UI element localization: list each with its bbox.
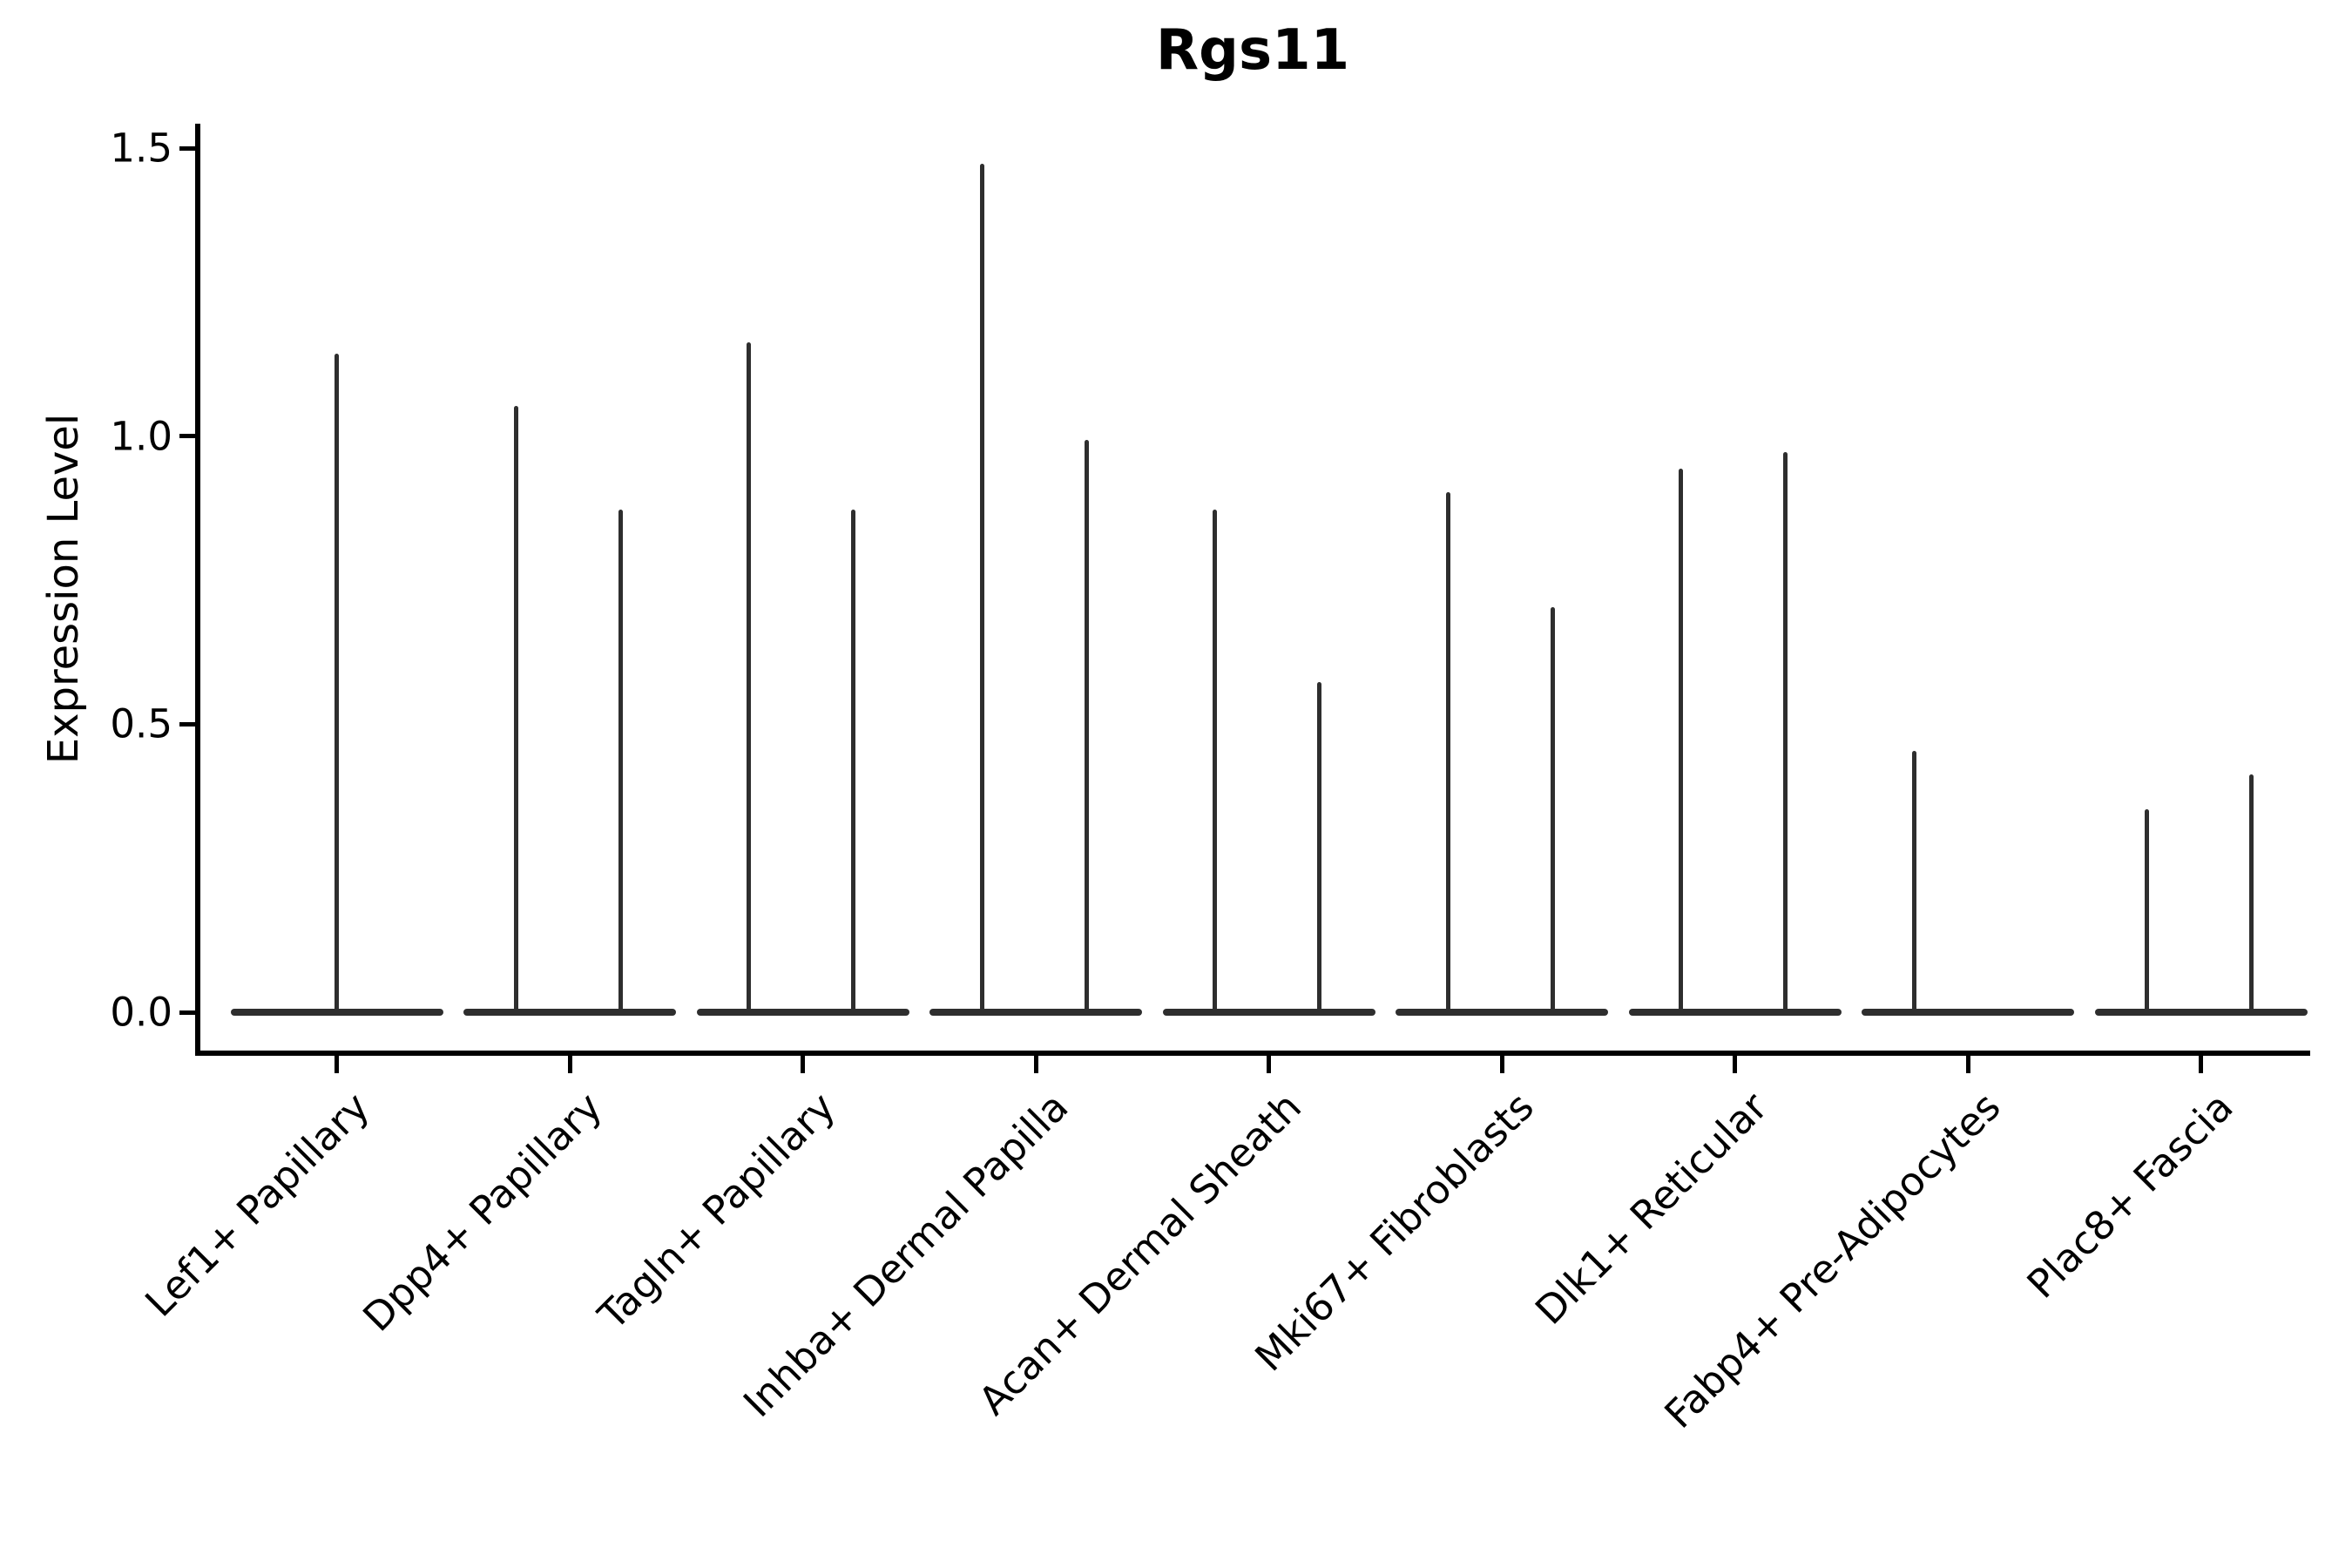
violin-spike bbox=[1317, 682, 1321, 1016]
plot-area bbox=[195, 124, 2310, 1056]
x-tick bbox=[2199, 1056, 2203, 1073]
y-axis-label: Expression Level bbox=[39, 413, 88, 765]
x-tick-label: Tagln+ Papillary bbox=[589, 1083, 844, 1339]
violin-spike bbox=[1084, 440, 1089, 1016]
violin-spike bbox=[2145, 808, 2149, 1016]
violin-spike bbox=[513, 405, 518, 1016]
y-tick bbox=[179, 1010, 195, 1015]
violin-spike bbox=[1679, 469, 1683, 1016]
x-tick bbox=[1267, 1056, 1271, 1073]
violin-baseline bbox=[1862, 1009, 2074, 1016]
violin-baseline bbox=[1396, 1009, 1608, 1016]
x-tick bbox=[1965, 1056, 1970, 1073]
y-tick-label: 0.0 bbox=[110, 989, 172, 1036]
y-tick bbox=[179, 721, 195, 727]
x-tick-label: Lef1+ Papillary bbox=[136, 1083, 378, 1326]
violin-baseline bbox=[463, 1009, 676, 1016]
plot-title: Rgs11 bbox=[1155, 18, 1350, 83]
violin-spike bbox=[1213, 509, 1217, 1016]
y-tick-label: 1.0 bbox=[110, 413, 172, 460]
x-tick-label: Dlk1+ Reticular bbox=[1525, 1083, 1776, 1334]
violin-spike bbox=[1550, 607, 1555, 1016]
y-tick bbox=[179, 145, 195, 151]
violin-baseline bbox=[929, 1009, 1142, 1016]
violin-baseline bbox=[1628, 1009, 1842, 1016]
y-tick-label: 1.5 bbox=[110, 125, 172, 172]
violin-baseline bbox=[1162, 1009, 1375, 1016]
violin-spike bbox=[851, 509, 855, 1016]
y-tick-label: 0.5 bbox=[110, 700, 172, 747]
violin-baseline bbox=[2094, 1009, 2308, 1016]
violin-baseline bbox=[696, 1009, 909, 1016]
y-tick bbox=[179, 434, 195, 439]
x-tick bbox=[1033, 1056, 1038, 1073]
violin-spike bbox=[1783, 451, 1788, 1016]
violin-spike bbox=[618, 509, 623, 1016]
violin-spike bbox=[747, 341, 751, 1016]
x-tick-label: Dpp4+ Papillary bbox=[354, 1083, 612, 1341]
x-tick bbox=[1499, 1056, 1504, 1073]
x-tick bbox=[801, 1056, 805, 1073]
x-tick bbox=[567, 1056, 572, 1073]
violin-spike bbox=[335, 354, 339, 1016]
violin-spike bbox=[1445, 491, 1450, 1016]
violin-spike bbox=[979, 163, 984, 1016]
x-tick bbox=[335, 1056, 339, 1073]
x-tick bbox=[1733, 1056, 1737, 1073]
violin-spike bbox=[1911, 751, 1916, 1016]
violin-spike bbox=[2249, 774, 2254, 1016]
x-tick-label: Plac8+ Fascia bbox=[2018, 1083, 2242, 1308]
